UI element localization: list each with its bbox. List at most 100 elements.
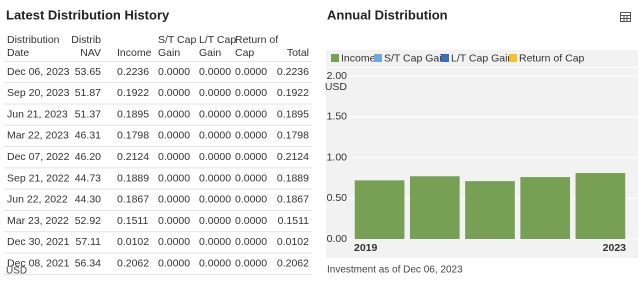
table-cell: 0.0000 <box>235 108 267 120</box>
table-cell: 0.1889 <box>117 172 149 184</box>
table-cell: Dec 30, 2021 <box>7 236 70 248</box>
table-cell: 0.0000 <box>199 215 231 227</box>
table-cell: 0.0000 <box>199 151 231 163</box>
table-cell: 0.0000 <box>199 130 231 142</box>
table-cell: Mar 23, 2022 <box>7 215 69 227</box>
table-footer: USD <box>6 266 27 277</box>
table-cell: 0.0000 <box>235 87 267 99</box>
legend-label: Return of Cap <box>519 52 585 64</box>
table-cell: 0.1922 <box>117 87 149 99</box>
table-cell: 0.2062 <box>117 257 149 269</box>
table-cell: 57.11 <box>76 236 102 248</box>
table-cell: Jun 22, 2022 <box>7 194 68 206</box>
table-cell: 0.1798 <box>117 130 149 142</box>
table-cell: 0.0000 <box>235 215 267 227</box>
table-cell: 0.1895 <box>277 108 309 120</box>
y-unit: USD <box>325 81 348 93</box>
table-cell: 56.34 <box>75 257 101 269</box>
column-header: Cap <box>235 47 254 59</box>
y-tick-label: 2.00 <box>327 70 348 82</box>
column-header: L/T Cap <box>199 34 236 46</box>
table-cell: 0.0000 <box>235 66 267 78</box>
table-cell: 0.1511 <box>117 215 148 227</box>
table-cell: Mar 22, 2023 <box>7 130 69 142</box>
table-cell: 0.0000 <box>235 172 267 184</box>
table-cell: 0.0000 <box>158 151 190 163</box>
table-cell: 0.0000 <box>158 194 190 206</box>
table-cell: 0.0000 <box>235 236 267 248</box>
table-cell: 0.0000 <box>199 66 231 78</box>
table-view-icon[interactable] <box>620 12 631 22</box>
table-cell: Dec 07, 2022 <box>7 151 70 163</box>
table-cell: Dec 06, 2023 <box>7 66 70 78</box>
table-cell: 0.1922 <box>277 87 309 99</box>
legend-label: L/T Cap Gain <box>451 52 513 64</box>
legend-swatch <box>374 54 382 62</box>
x-tick-label: 2023 <box>603 242 627 254</box>
table-cell: 0.2062 <box>277 257 309 269</box>
table-cell: 0.1889 <box>277 172 309 184</box>
table-cell: 0.1511 <box>278 215 309 227</box>
table-cell: Jun 21, 2023 <box>7 108 68 120</box>
bar-segment <box>465 181 515 239</box>
table-cell: 0.1895 <box>117 108 149 120</box>
table-cell: 0.0000 <box>158 172 190 184</box>
table-cell: 44.30 <box>75 194 101 206</box>
table-cell: 0.0000 <box>235 130 267 142</box>
y-tick-label: 0.00 <box>327 233 348 245</box>
chart-title: Annual Distribution <box>327 7 448 22</box>
column-header: Total <box>287 47 309 59</box>
chart-note: Investment as of Dec 06, 2023 <box>327 265 463 276</box>
table-title: Latest Distribution History <box>6 7 170 22</box>
table-cell: 0.1867 <box>117 194 149 206</box>
table-cell: 0.2236 <box>117 66 149 78</box>
table-cell: 46.31 <box>75 130 101 142</box>
table-cell: 0.1798 <box>277 130 309 142</box>
legend-swatch <box>331 54 339 62</box>
column-header: Gain <box>158 47 180 59</box>
y-tick-label: 1.00 <box>327 151 348 163</box>
column-header: Return of <box>235 34 278 46</box>
table-cell: 0.0000 <box>235 151 267 163</box>
table-cell: 0.0000 <box>158 66 190 78</box>
table-cell: 0.0000 <box>235 194 267 206</box>
table-cell: 0.0102 <box>277 236 309 248</box>
column-header: Distrib <box>71 34 101 46</box>
legend-label: Income <box>341 52 376 64</box>
column-header: S/T Cap <box>158 34 196 46</box>
table-cell: 0.2124 <box>117 151 149 163</box>
bar-segment <box>520 177 571 239</box>
column-header: NAV <box>80 47 101 59</box>
table-cell: Sep 21, 2022 <box>7 172 70 184</box>
column-header: Date <box>7 47 29 59</box>
table-cell: 52.92 <box>75 215 101 227</box>
table-cell: 0.0000 <box>199 236 231 248</box>
bar-segment <box>575 172 626 239</box>
column-header: Income <box>117 47 152 59</box>
table-cell: 0.1867 <box>277 194 309 206</box>
table-cell: 0.0000 <box>158 87 190 99</box>
column-header: Gain <box>199 47 221 59</box>
table-cell: 0.0000 <box>158 236 190 248</box>
table-cell: 0.0000 <box>158 215 190 227</box>
column-header: Distribution <box>7 34 60 46</box>
table-cell: 0.0000 <box>199 108 231 120</box>
table-cell: 0.2236 <box>277 66 309 78</box>
legend-label: S/T Cap Gain <box>384 52 448 64</box>
table-cell: 0.0000 <box>158 108 190 120</box>
legend-bg <box>326 50 638 67</box>
legend-swatch <box>441 54 449 62</box>
table-cell: 51.37 <box>75 108 101 120</box>
table-cell: 53.65 <box>75 66 101 78</box>
table-cell: 44.73 <box>75 172 101 184</box>
table-cell: 0.0000 <box>199 87 231 99</box>
table-cell: 0.0000 <box>199 194 231 206</box>
table-cell: 0.0000 <box>158 257 190 269</box>
table-cell: Dec 08, 2021 <box>7 257 70 269</box>
bar-segment <box>354 180 405 239</box>
table-cell: Sep 20, 2023 <box>7 87 70 99</box>
table-cell: 0.0000 <box>199 257 231 269</box>
x-tick-label: 2019 <box>354 242 378 254</box>
y-tick-label: 0.50 <box>327 192 348 204</box>
